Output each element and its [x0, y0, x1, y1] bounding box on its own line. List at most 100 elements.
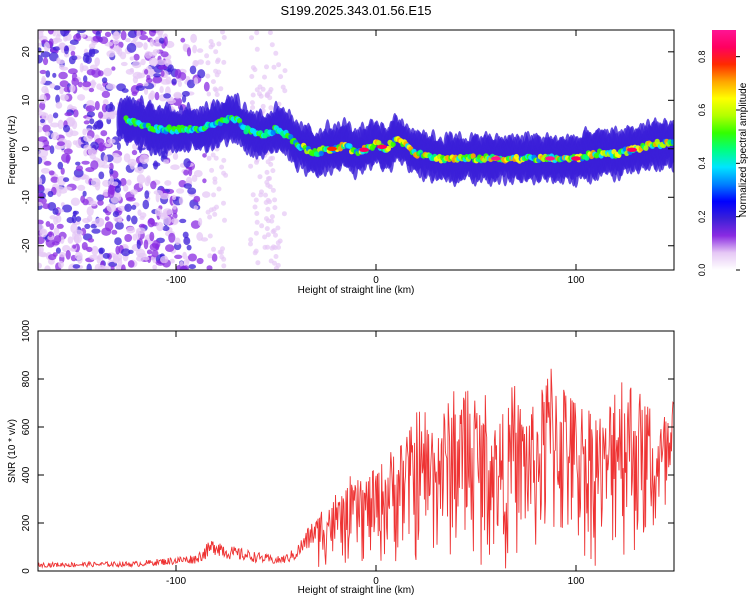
heatmap-cell	[188, 167, 193, 177]
heatmap-cell	[248, 163, 254, 169]
heatmap-cell	[216, 186, 222, 192]
heatmap-peak	[359, 147, 369, 152]
heatmap-cell	[81, 242, 88, 250]
heatmap-cell	[165, 244, 175, 253]
heatmap-cell	[176, 188, 185, 194]
heatmap-cell	[204, 53, 210, 59]
heatmap-cell	[143, 42, 148, 50]
heatmap-cell	[150, 180, 157, 190]
heatmap-cell	[205, 209, 211, 215]
heatmap-cell	[117, 218, 123, 223]
heatmap-cell	[56, 223, 64, 229]
heatmap-cell	[40, 167, 51, 174]
heatmap-peak	[491, 156, 501, 161]
heatmap-cell	[43, 161, 52, 166]
heatmap-cell	[39, 94, 47, 104]
heatmap-cell	[214, 92, 220, 98]
heatmap-cell	[155, 192, 160, 203]
heatmap-cell	[124, 234, 133, 242]
heatmap-cell	[107, 188, 115, 199]
heatmap-cell	[136, 255, 145, 262]
colorbar-label: Normalized spectral amplitude	[738, 82, 749, 217]
heatmap-cell	[172, 97, 183, 106]
heatmap-cell	[175, 264, 186, 270]
heatmap-cell	[73, 168, 84, 178]
heatmap-cell	[86, 246, 93, 253]
heatmap-cell	[60, 30, 70, 37]
heatmap-cell	[123, 184, 129, 192]
heatmap-cell	[52, 252, 58, 257]
heatmap-cell	[74, 251, 83, 261]
heatmap-cell	[39, 101, 46, 111]
heatmap-cell	[211, 246, 216, 252]
heatmap-cell	[111, 152, 119, 158]
colorbar-ticks: 0.0 0.2 0.4 0.6 0.8	[697, 50, 740, 276]
snr-y-tick-label: 400	[21, 466, 32, 483]
heatmap-cell	[131, 91, 138, 97]
heatmap-cell	[52, 46, 61, 51]
heatmap-cell	[170, 164, 180, 170]
heatmap-cell	[186, 79, 196, 89]
heatmap-cell	[146, 74, 151, 81]
heatmap-cell	[86, 111, 95, 118]
heatmap-cell	[70, 50, 76, 57]
heatmap-cell	[47, 114, 54, 124]
snr-plot-area	[38, 331, 674, 571]
heatmap-cell	[186, 244, 192, 251]
heatmap-cell	[267, 184, 273, 190]
heatmap-cell	[208, 39, 214, 44]
heatmap-cell	[38, 201, 43, 207]
heatmap-cell	[38, 246, 41, 254]
heatmap-cell	[263, 200, 269, 205]
heatmap-cell	[254, 219, 260, 225]
heatmap-cell	[71, 77, 79, 86]
heatmap-cell	[281, 211, 287, 217]
heatmap-cell	[129, 56, 135, 61]
heatmap-cell	[187, 187, 197, 195]
heatmap-cell	[85, 105, 96, 112]
heatmap-cell	[207, 214, 213, 220]
heatmap-cell	[254, 30, 260, 36]
heatmap-cell	[253, 197, 259, 203]
heatmap-cell	[90, 160, 99, 170]
heatmap-cell	[98, 171, 105, 180]
heatmap-cell	[106, 83, 116, 90]
heatmap-cell	[40, 229, 46, 235]
heatmap-cell	[38, 251, 47, 257]
heatmap-cell	[66, 117, 75, 127]
heatmap-cell	[190, 33, 198, 44]
figure-title: S199.2025.343.01.56.E15	[280, 3, 431, 18]
colorbar: 0.0 0.2 0.4 0.6 0.8 Normalized spectral ampl…	[697, 30, 749, 276]
heatmap-cell	[82, 190, 87, 197]
heatmap-cell	[116, 142, 121, 151]
heatmap-y-tick-label: -10	[21, 190, 32, 205]
heatmap-cell	[146, 175, 151, 184]
heatmap-cell	[77, 81, 83, 88]
heatmap-cell	[77, 94, 86, 101]
heatmap-cell	[127, 30, 138, 38]
heatmap-cell	[120, 30, 127, 41]
heatmap-cell	[114, 185, 121, 193]
heatmap-cell	[257, 91, 262, 97]
heatmap-cell	[149, 30, 156, 37]
heatmap-cell	[67, 236, 74, 244]
heatmap-cell	[171, 78, 177, 85]
heatmap-cell	[144, 69, 149, 75]
heatmap-cell	[65, 250, 71, 260]
heatmap-cell	[264, 64, 269, 70]
heatmap-cell	[120, 61, 128, 67]
heatmap-cell	[250, 105, 256, 110]
heatmap-cell	[77, 184, 86, 191]
heatmap-cell	[210, 152, 216, 158]
heatmap-cell	[193, 205, 199, 210]
heatmap-cell	[257, 174, 263, 180]
heatmap-cell	[112, 211, 119, 218]
heatmap-cell	[148, 57, 158, 67]
heatmap-cell	[151, 250, 159, 258]
heatmap-cell	[59, 85, 64, 95]
heatmap-cell	[214, 204, 219, 210]
heatmap-cell	[70, 197, 80, 206]
heatmap-cell	[120, 178, 127, 187]
heatmap-cell	[44, 131, 51, 137]
heatmap-cell	[99, 36, 109, 44]
